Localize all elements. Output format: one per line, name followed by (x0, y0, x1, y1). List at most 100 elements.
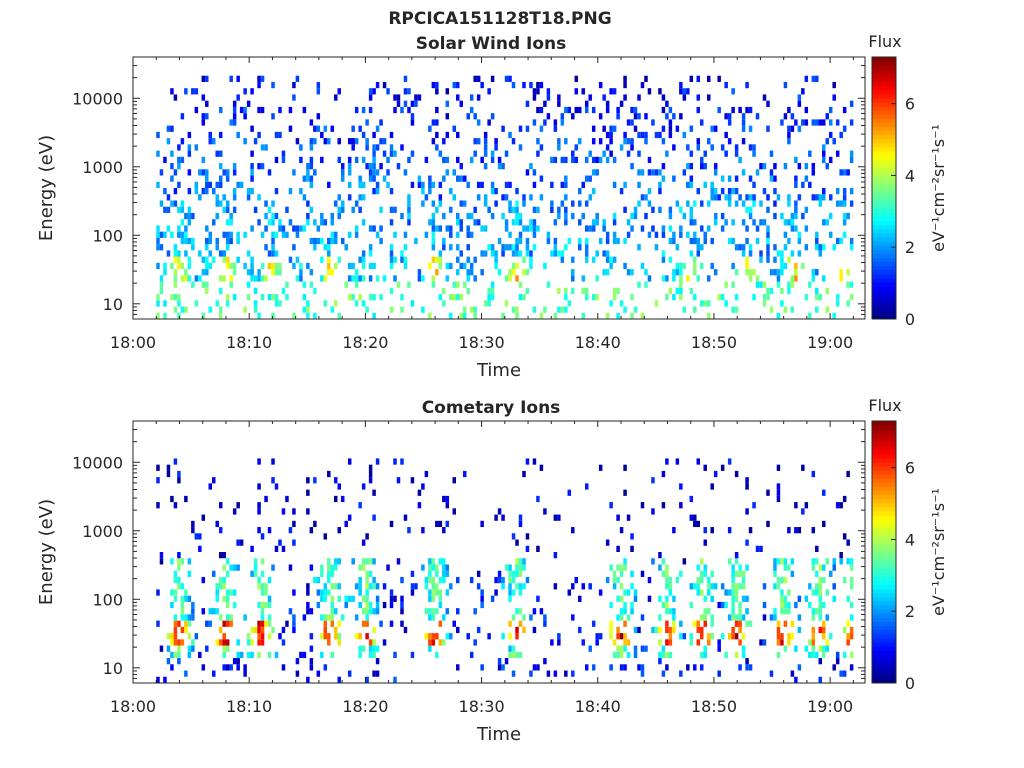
heatmap-cell (564, 670, 568, 677)
colorbar-segment (872, 69, 896, 74)
heatmap-cell (626, 614, 631, 621)
heatmap-cell (375, 458, 380, 465)
heatmap-cell (713, 470, 718, 478)
heatmap-cell (651, 626, 655, 634)
heatmap-cell (257, 576, 261, 584)
heatmap-cell (386, 156, 390, 164)
heatmap-cell (337, 527, 341, 534)
colorbar-segment (872, 429, 896, 434)
heatmap-cell (442, 175, 446, 182)
heatmap-cell (769, 169, 774, 176)
colorbar-segment (872, 519, 896, 524)
heatmap-cell (780, 269, 784, 276)
heatmap-cell (320, 564, 324, 571)
heatmap-cell (480, 520, 484, 528)
heatmap-cell (557, 100, 561, 107)
heatmap-cell (232, 113, 237, 120)
heatmap-cell (700, 244, 704, 251)
heatmap-cell (170, 558, 174, 565)
heatmap-cell (184, 269, 188, 276)
heatmap-cell (389, 188, 394, 195)
heatmap-cell (445, 100, 450, 107)
heatmap-cell (459, 175, 463, 182)
heatmap-cell (773, 269, 777, 276)
heatmap-cell (438, 601, 443, 609)
heatmap-cell (449, 244, 453, 251)
heatmap-cell (299, 275, 303, 282)
heatmap-cell (375, 601, 380, 609)
heatmap-cell (187, 262, 192, 270)
heatmap-cell (260, 614, 265, 621)
heatmap-cell (173, 244, 178, 251)
heatmap-cell (215, 244, 219, 251)
heatmap-cell (218, 181, 223, 188)
heatmap-cell (431, 231, 436, 238)
colorbar-segment (872, 625, 896, 631)
heatmap-cell (574, 156, 579, 164)
heatmap-cell (246, 639, 251, 646)
heatmap-cell (201, 608, 206, 615)
heatmap-cell (511, 670, 516, 677)
heatmap-cell (787, 633, 791, 640)
heatmap-cell (201, 256, 206, 263)
heatmap-cell (686, 200, 690, 207)
heatmap-cell (456, 294, 460, 301)
heatmap-cell (640, 225, 645, 232)
heatmap-cell (637, 281, 641, 288)
heatmap-cell (281, 231, 286, 238)
heatmap-cell (483, 150, 488, 157)
heatmap-cell (184, 595, 188, 602)
heatmap-cell (529, 81, 533, 89)
heatmap-cell (588, 175, 592, 182)
heatmap-cell (347, 156, 352, 164)
heatmap-cell (727, 527, 732, 534)
heatmap-cell (428, 181, 432, 188)
heatmap-cell (316, 237, 321, 245)
heatmap-cell (811, 275, 816, 282)
heatmap-cell (794, 206, 798, 213)
heatmap-cell (257, 458, 261, 465)
heatmap-cell (539, 144, 544, 151)
heatmap-cell (285, 206, 289, 213)
heatmap-cell (334, 200, 338, 207)
heatmap-cell (456, 269, 460, 276)
heatmap-cell (696, 583, 701, 590)
heatmap-cell (246, 294, 251, 301)
heatmap-cell (787, 281, 791, 288)
heatmap-cell (693, 294, 697, 301)
heatmap-cell (459, 250, 463, 257)
heatmap-cell (156, 262, 160, 270)
heatmap-cell (525, 169, 530, 176)
heatmap-cell (260, 608, 265, 615)
heatmap-cell (257, 502, 261, 509)
heatmap-cell (553, 312, 558, 319)
heatmap-cell (159, 558, 164, 565)
colorbar-segment (872, 126, 896, 132)
heatmap-cell (689, 639, 694, 646)
heatmap-cell (689, 75, 694, 82)
heatmap-cell (184, 237, 188, 245)
x-tick-label: 18:50 (691, 697, 737, 716)
y-tick-label: 1000 (82, 522, 123, 541)
heatmap-cell (445, 502, 450, 509)
heatmap-cell (787, 200, 791, 207)
heatmap-cell (361, 564, 366, 571)
heatmap-cell (267, 262, 272, 270)
heatmap-cell (218, 200, 223, 207)
heatmap-cell (340, 175, 345, 182)
heatmap-cell (783, 262, 788, 270)
heatmap-cell (424, 156, 429, 164)
heatmap-cell (393, 256, 397, 263)
heatmap-cell (797, 626, 802, 634)
heatmap-cell (522, 583, 526, 590)
y-tick-label: 1000 (82, 158, 123, 177)
heatmap-cell (811, 194, 816, 201)
heatmap-cell (738, 608, 742, 615)
heatmap-cell (452, 477, 457, 484)
heatmap-cell (804, 163, 809, 170)
heatmap-cell (327, 250, 331, 257)
heatmap-cell (389, 262, 394, 270)
heatmap-cell (598, 156, 603, 164)
heatmap-cell (835, 502, 840, 509)
heatmap-cell (734, 620, 739, 627)
